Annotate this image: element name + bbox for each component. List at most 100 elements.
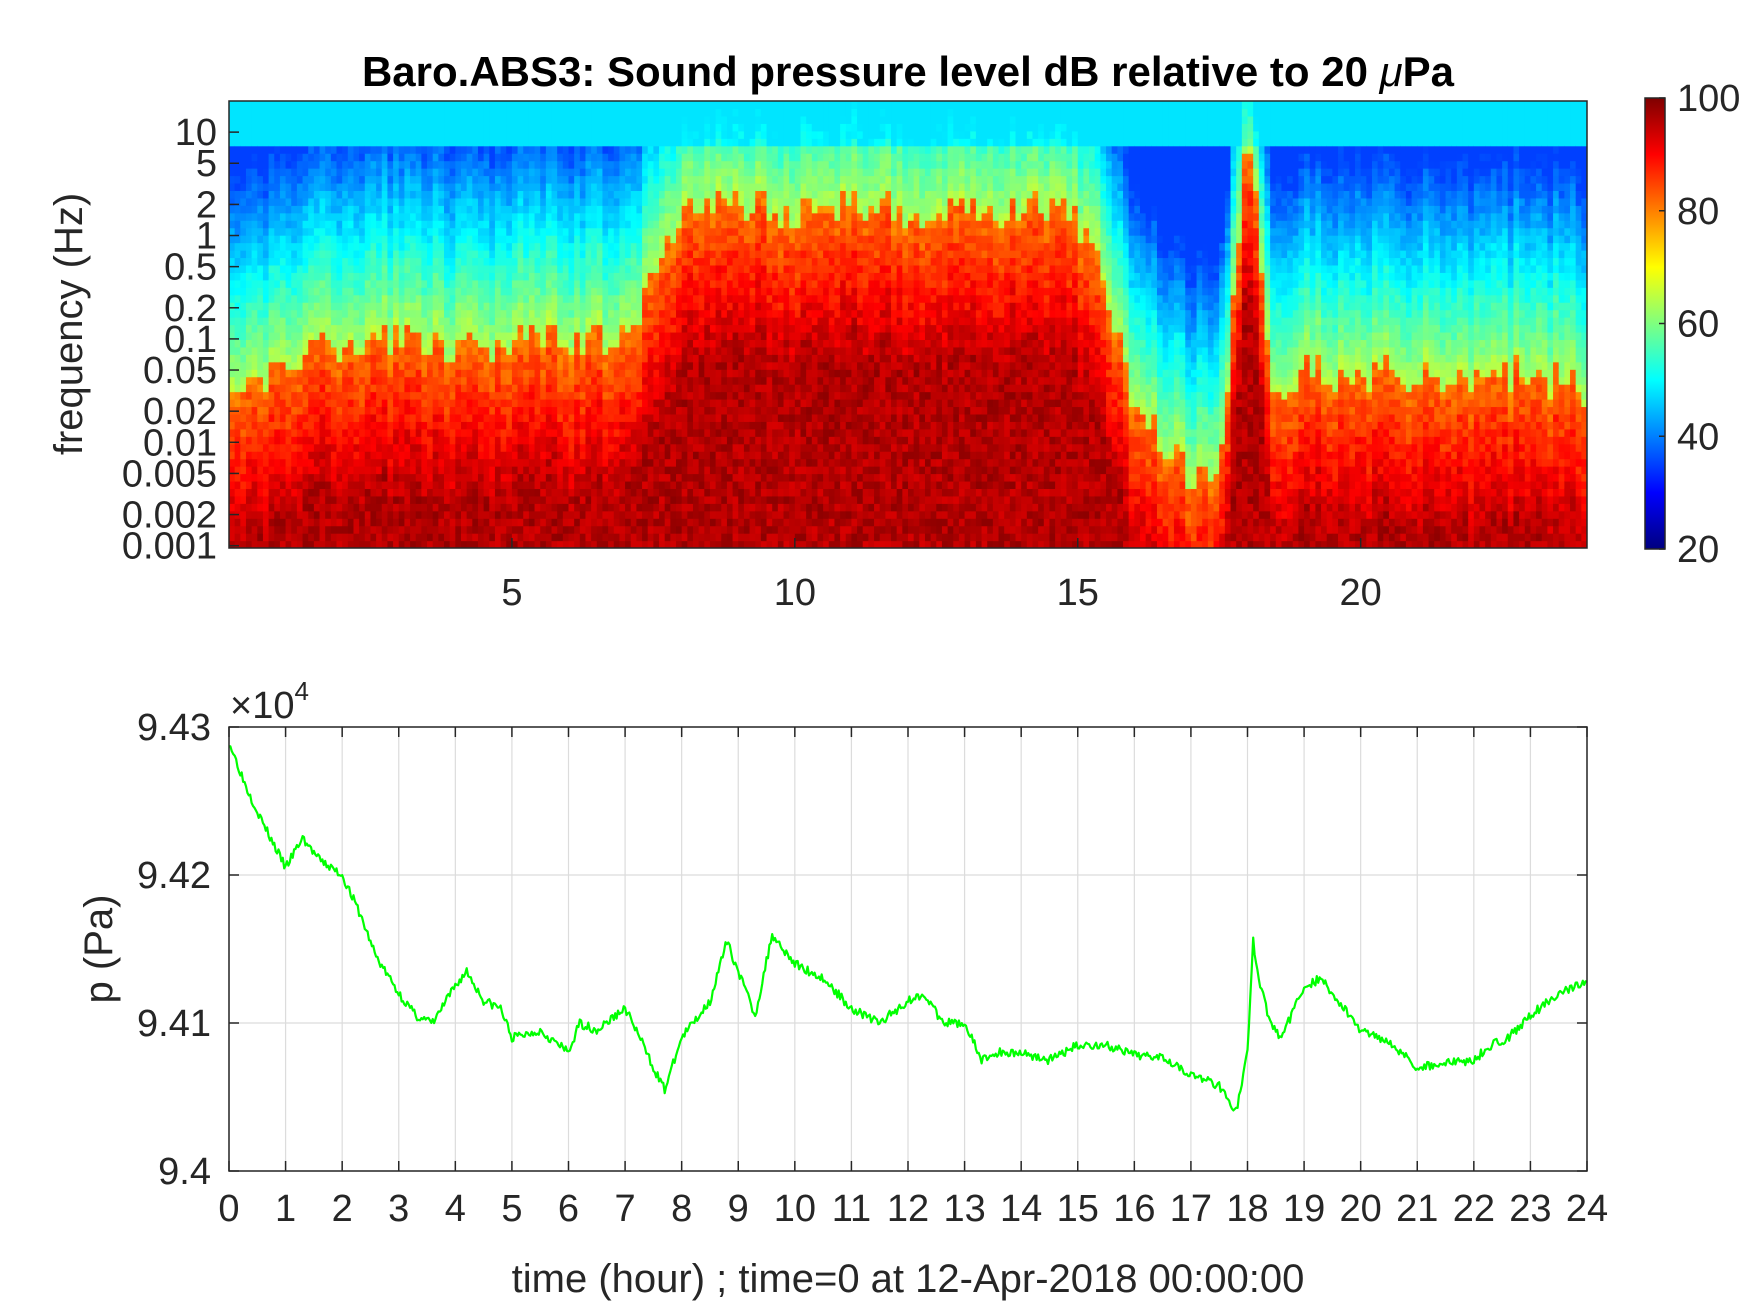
spectrogram-cell [291,160,298,169]
spectrogram-cell [330,421,338,430]
spectrogram-cell [444,436,451,445]
spectrogram-cell [313,346,321,355]
spectrogram-cell [455,279,462,288]
spectrogram-cell [647,346,654,355]
spectrogram-cell [613,108,621,117]
spectrogram-cell [410,495,417,504]
spectrogram-cell [585,533,592,542]
spectrogram-cell [421,384,428,393]
spectrogram-cell [427,458,434,467]
spectrogram-cell [455,458,462,467]
spectrogram-cell [613,361,621,370]
spectrogram-cell [404,197,411,206]
spectrogram-cell [257,488,264,497]
spectrogram-cell [262,466,270,475]
spectrogram-cell [319,108,326,117]
spectrogram-cell [670,518,677,527]
spectrogram-cell [551,488,558,497]
spectrogram-cell [692,168,700,177]
spectrogram-cell [545,317,553,326]
spectrogram-cell [398,220,406,229]
spectrogram-cell [619,458,626,467]
spectrogram-cell [444,287,451,296]
spectrogram-cell [342,317,349,326]
spectrogram-cell [472,168,479,177]
spectrogram-cell [670,309,677,318]
spectrogram-cell [574,376,581,385]
spectrogram-cell [262,108,270,117]
spectrogram-cell [325,115,332,124]
spectrogram-cell [670,264,677,273]
spectrogram-cell [279,160,287,169]
spectrogram-cell [466,480,473,489]
spectrogram-cell [262,153,270,162]
spectrogram-cell [602,115,609,124]
spectrogram-cell [636,272,643,281]
spectrogram-cell [460,317,468,326]
spectrogram-cell [647,138,654,147]
spectrogram-cell [698,518,705,527]
spectrogram-cell [477,480,485,489]
spectrogram-cell [557,108,564,117]
spectrogram-cell [608,264,615,273]
spectrogram-cell [229,503,236,512]
spectrogram-cell [398,145,406,154]
spectrogram-cell [664,287,671,296]
spectrogram-cell [234,264,241,273]
spectrogram-cell [630,339,637,348]
spectrogram-cell [585,302,592,311]
spectrogram-cell [229,495,236,504]
spectrogram-cell [336,495,343,504]
spectrogram-cell [630,309,637,318]
spectrogram-cell [279,406,287,415]
spectrogram-cell [364,242,372,251]
spectrogram-cell [557,101,564,110]
spectrogram-cell [296,369,304,378]
spectrogram-cell [630,488,637,497]
spectrogram-cell [370,458,377,467]
spectrogram-cell [415,212,422,221]
spectrogram-cell [477,302,485,311]
spectrogram-cell [483,510,490,519]
spectrogram-cell [460,518,468,527]
spectrogram-cell [404,212,411,221]
spectrogram-cell [285,376,292,385]
spectrogram-cell [347,168,355,177]
spectrogram-cell [376,458,383,467]
spectrogram-cell [625,257,632,266]
spectrogram-cell [234,354,241,363]
spectrogram-cell [596,115,604,124]
spectrogram-cell [359,421,366,430]
spectrogram-cell [494,153,502,162]
spectrogram-cell [347,160,355,169]
spectrogram-cell [336,197,343,206]
spectrogram-cell [376,376,383,385]
spectrogram-cell [313,302,321,311]
spectrogram-cell [455,540,462,548]
spectrogram-cell [347,272,355,281]
spectrogram-cell [460,287,468,296]
spectrogram-cell [381,294,389,303]
spectrogram-cell [664,250,671,259]
spectrogram-cell [245,510,253,519]
spectrogram-cell [274,197,281,206]
spectrogram-cell [636,212,643,221]
spectrogram-cell [472,182,479,191]
spectrogram-cell [676,346,683,355]
spectrogram-cell [393,324,400,333]
spectrogram-cell [670,168,677,177]
spectrogram-cell [302,272,309,281]
spectrogram-cell [376,421,383,430]
spectrogram-cell [268,503,275,512]
spectrogram-cell [342,413,349,422]
spectrogram-cell [562,294,570,303]
spectrogram-cell [466,264,473,273]
spectrogram-cell [364,264,372,273]
spectrogram-cell [364,212,372,221]
spectrogram-cell [619,212,626,221]
spectrogram-cell [664,115,671,124]
spectrogram-cell [251,495,258,504]
chart-title: Baro.ABS3: Sound pressure level dB relat… [362,48,1455,95]
spectrogram-cell [540,205,547,214]
spectrogram-cell [647,369,654,378]
